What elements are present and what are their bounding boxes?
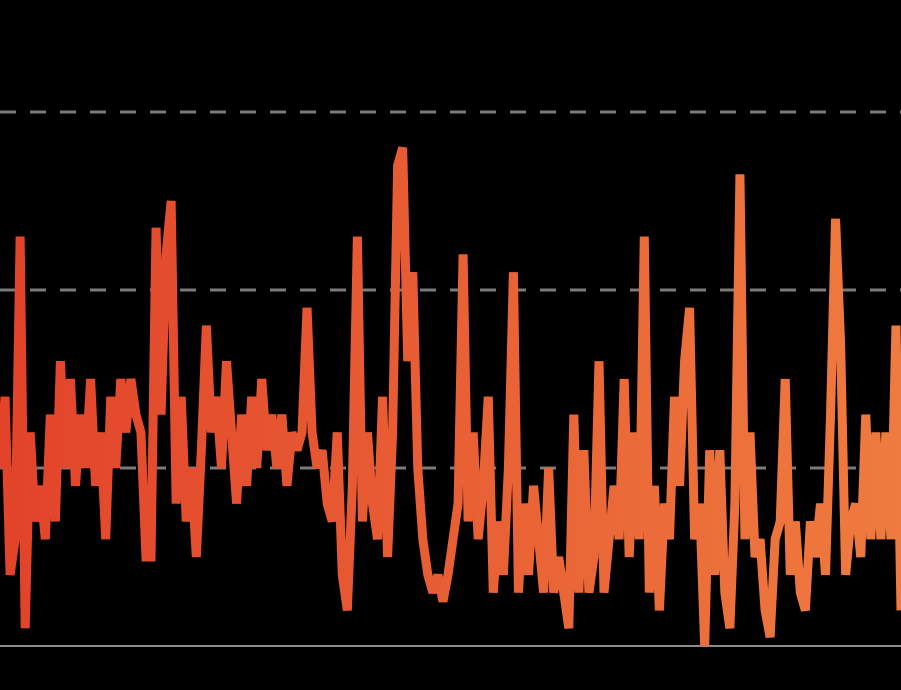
- data-line: [0, 146, 901, 647]
